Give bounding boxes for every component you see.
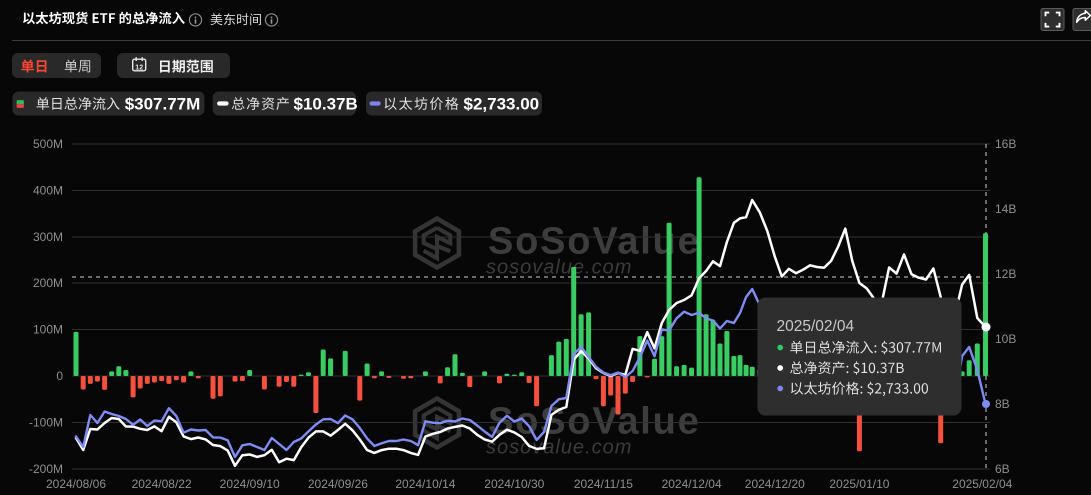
svg-text:2025/02/04: 2025/02/04 (777, 318, 855, 335)
svg-text:200M: 200M (33, 276, 63, 290)
svg-text:2024/12/20: 2024/12/20 (745, 477, 805, 491)
svg-text:-200M: -200M (29, 462, 63, 476)
svg-text:16B: 16B (995, 137, 1016, 151)
svg-text:2024/11/15: 2024/11/15 (574, 477, 633, 491)
svg-text:-100M: -100M (29, 416, 63, 430)
svg-text:500M: 500M (33, 137, 63, 151)
svg-text:10B: 10B (995, 332, 1016, 346)
svg-text:2024/09/10: 2024/09/10 (220, 477, 280, 491)
svg-text:sosovalue.com: sosovalue.com (486, 257, 632, 279)
svg-text:2025/02/04: 2025/02/04 (952, 477, 1012, 491)
svg-text:$307.77M: $307.77M (125, 95, 201, 114)
svg-text:6B: 6B (995, 462, 1010, 476)
svg-text:2025/01/10: 2025/01/10 (829, 477, 889, 491)
svg-text:2024/10/14: 2024/10/14 (395, 477, 455, 491)
svg-text:0: 0 (56, 369, 63, 383)
svg-text:12: 12 (135, 64, 143, 71)
svg-text:2024/08/22: 2024/08/22 (132, 477, 192, 491)
svg-text:100M: 100M (33, 323, 63, 337)
svg-text:12B: 12B (995, 267, 1016, 281)
svg-text:SoSoValue: SoSoValue (488, 221, 701, 263)
svg-text:14B: 14B (995, 202, 1016, 216)
svg-text:$2,733.00: $2,733.00 (464, 95, 540, 114)
svg-text:8B: 8B (995, 397, 1010, 411)
svg-text:2024/08/06: 2024/08/06 (46, 477, 106, 491)
svg-text:400M: 400M (33, 184, 63, 198)
svg-text:sosovalue.com: sosovalue.com (486, 437, 632, 459)
svg-text:2024/10/30: 2024/10/30 (484, 477, 544, 491)
svg-text:2024/09/26: 2024/09/26 (308, 477, 368, 491)
svg-text:$10.37B: $10.37B (294, 95, 358, 114)
svg-text:300M: 300M (33, 230, 63, 244)
svg-text:2024/12/04: 2024/12/04 (662, 477, 722, 491)
